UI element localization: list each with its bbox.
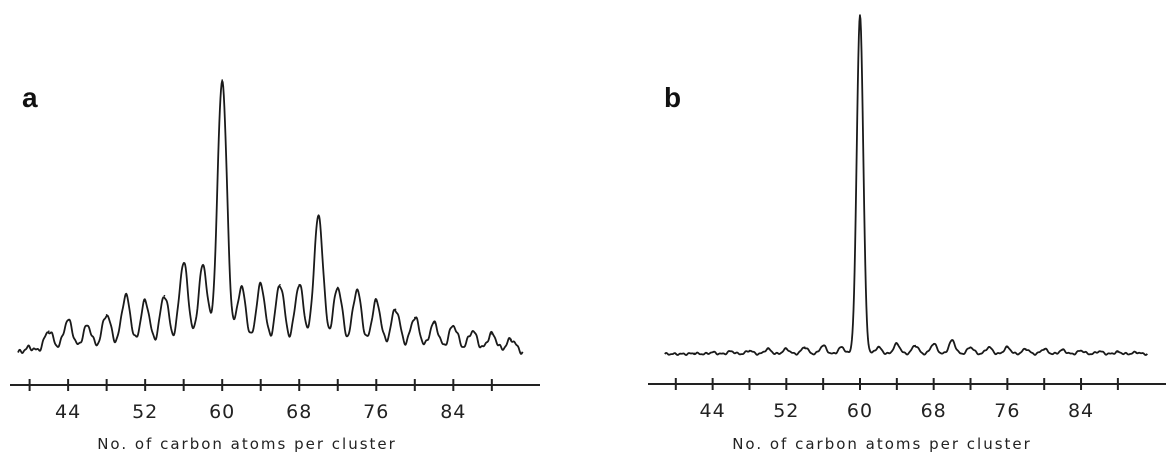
panel-b-peak-point	[1061, 349, 1064, 351]
panel-a-x-tick-label: 76	[363, 401, 389, 423]
panel-b-peak-point	[1006, 346, 1009, 349]
panel-b-x-tick-label: 76	[994, 400, 1020, 422]
panel-b-peak-point	[914, 344, 917, 347]
panel-b-label: b	[664, 82, 681, 113]
panel-a-peak-point	[48, 330, 50, 332]
panel-a-peak-point	[336, 286, 339, 289]
panel-a-peak-point	[28, 346, 31, 349]
panel-b-x-tick-label: 84	[1068, 400, 1094, 422]
panel-b-x-tick-label: 52	[773, 400, 799, 422]
panel-a-peak-point	[259, 283, 262, 286]
panel-b-peak-point	[785, 348, 788, 350]
panel-a-peak-point	[240, 286, 243, 289]
panel-b-peak-point	[840, 346, 843, 349]
panel-b-peak-point	[877, 346, 880, 349]
panel-a-peak-point	[414, 316, 416, 319]
panel-b-peak-point	[988, 346, 990, 349]
panel-b-peak-point	[767, 348, 769, 350]
panel-b-peak-point	[803, 346, 806, 349]
panel-a-peak-point	[67, 319, 69, 322]
panel-b-peak-point	[896, 343, 898, 345]
panel-a-peak-point	[144, 300, 146, 302]
panel-b-peak-point	[932, 343, 935, 345]
panel-a-peak-point	[163, 294, 166, 297]
panel-a-peak-point	[182, 262, 185, 264]
panel-a-x-tick-label: 84	[440, 401, 466, 423]
panel-b-x-tick-label: 68	[921, 400, 947, 422]
panel-a-peak-point	[433, 322, 435, 324]
panel-b-peak-point	[1043, 348, 1045, 350]
panel-a-peak-point	[125, 294, 127, 297]
panel-a-peak-point	[452, 324, 455, 327]
panel-b-x-tick-label: 60	[847, 400, 873, 422]
panel-a-x-axis-label: No. of carbon atoms per cluster	[97, 435, 397, 453]
panel-b: b No. of carbon atoms per cluster 44 52 60…	[648, 14, 1166, 453]
panel-b-x-tick-label: 44	[700, 400, 726, 422]
panel-a-x-tick-label: 44	[55, 401, 81, 423]
panel-a-x-tick-label: 52	[132, 401, 158, 423]
panel-b-peak-point	[730, 350, 732, 353]
panel-a-peak-point	[221, 79, 223, 81]
panel-a-peak-point	[471, 330, 474, 332]
panel-b-peak-point	[822, 344, 824, 347]
panel-b-peak-point	[859, 14, 861, 16]
panel-b-peak-point	[675, 353, 677, 355]
panel-b-spectrum-line	[664, 14, 1148, 356]
panel-b-peak-point	[951, 339, 953, 342]
panel-a-spectrum-line	[17, 80, 524, 355]
panel-b-peak-point	[693, 352, 696, 355]
panel-a-peak-point	[279, 283, 281, 286]
panel-a-label: a	[22, 82, 38, 113]
panel-b-peak-point	[711, 351, 714, 354]
panel-a-peak-point	[510, 338, 512, 341]
panel-b-peak-point	[1117, 351, 1119, 353]
panel-b-x-axis-label: No. of carbon atoms per cluster	[732, 435, 1032, 453]
panel-a-peak-point	[375, 300, 378, 302]
panel-a-x-tick-label: 60	[209, 401, 235, 423]
panel-b-peak-point	[969, 346, 972, 349]
panel-a-peak-point	[105, 313, 108, 316]
panel-a-peak-point	[298, 283, 301, 286]
panel-a-x-tick-label: 68	[286, 401, 312, 423]
panel-b-peak-point	[1024, 348, 1027, 350]
panel-a-peak-point	[86, 324, 89, 327]
panel-a-peak-point	[394, 308, 397, 311]
panel-b-peak-point	[1080, 349, 1082, 352]
panel-b-peak-point	[1098, 350, 1101, 353]
panel-b-peak-point	[1135, 351, 1138, 354]
panel-a-peak-point	[356, 289, 358, 292]
panel-a-peak-point	[491, 333, 493, 335]
panel-a-peak-point	[202, 264, 204, 267]
panel-b-peak-point	[748, 349, 751, 352]
panel-a-peak-point	[317, 215, 320, 218]
panel-a: a No. of carbon atoms per cluster 44 52 60…	[10, 79, 540, 453]
